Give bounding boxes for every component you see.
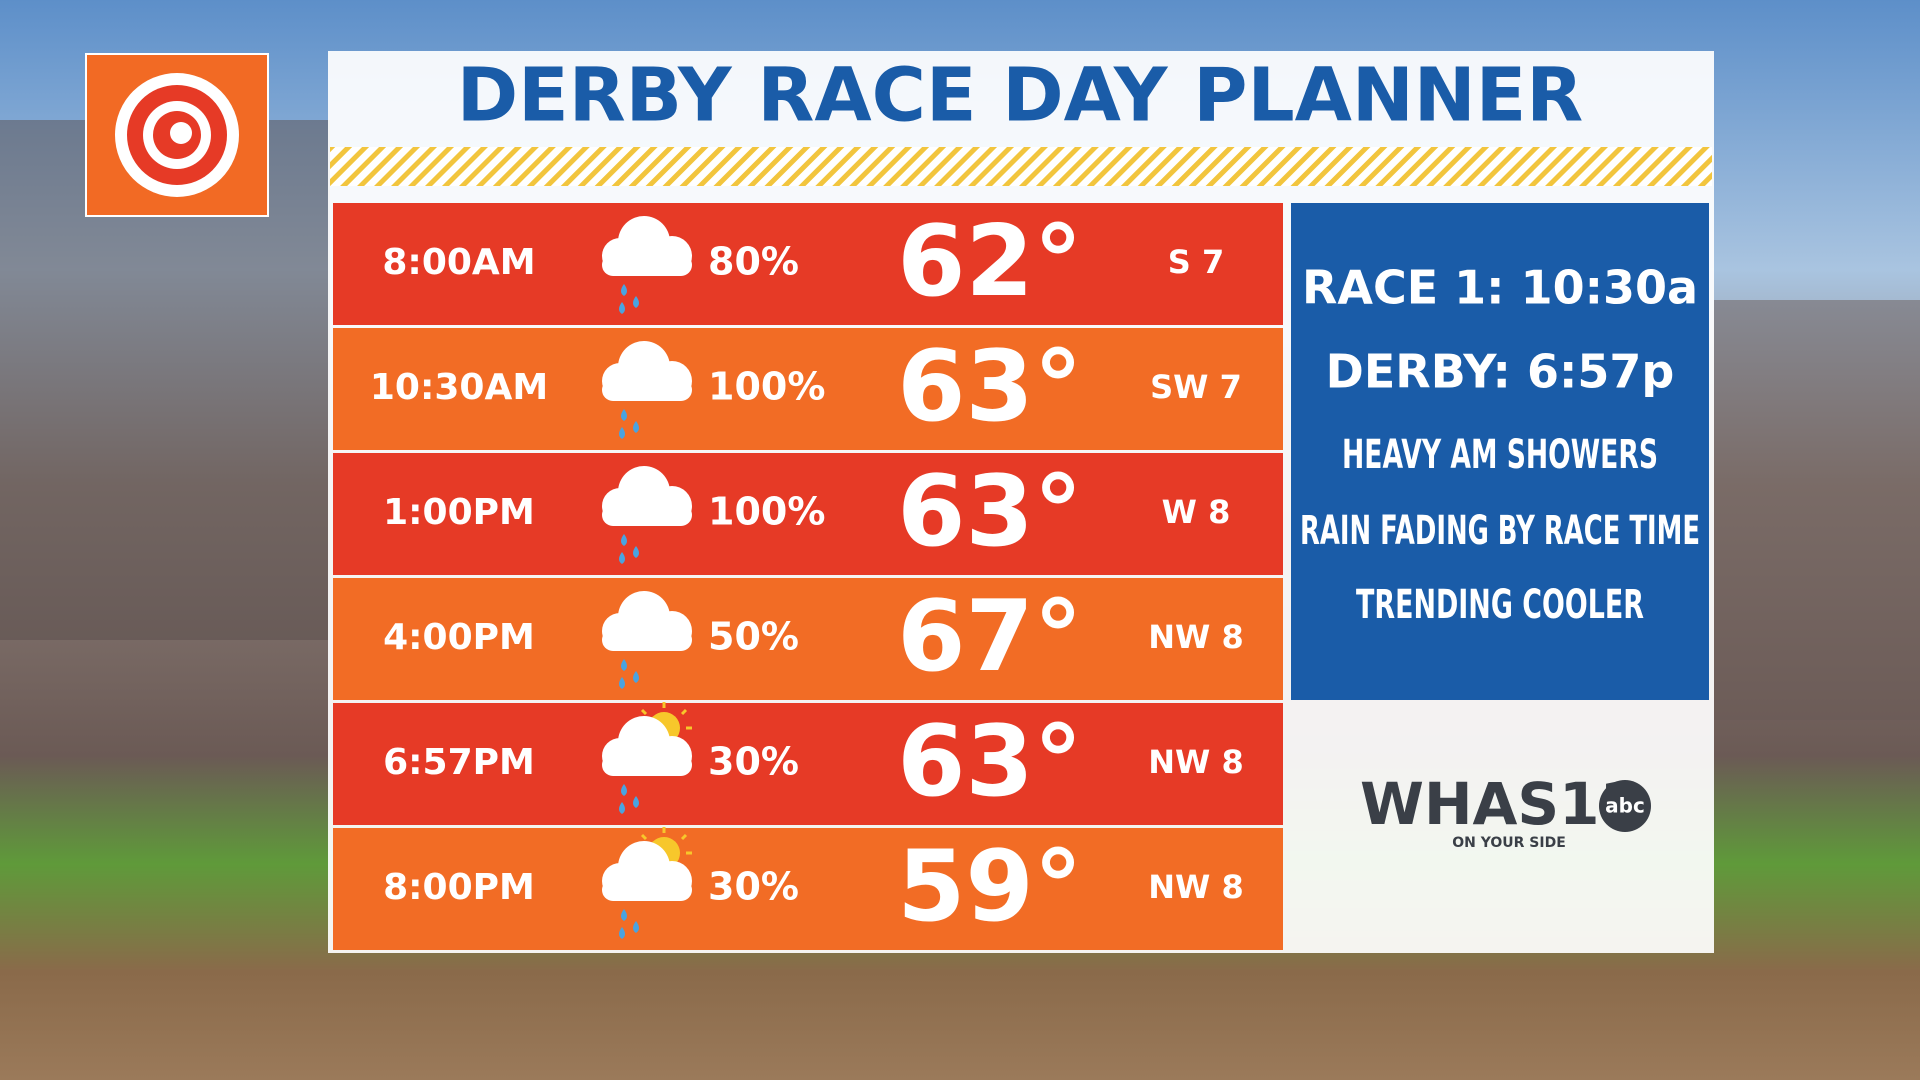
info-line: HEAVY AM SHOWERS: [1342, 432, 1658, 478]
precip-chance: 30%: [708, 865, 799, 909]
row-background: [333, 453, 1283, 575]
precip-chance: 100%: [708, 365, 825, 409]
time: 10:30AM: [370, 367, 548, 408]
info-line: TRENDING COOLER: [1356, 582, 1644, 628]
temperature: 63°: [897, 455, 1082, 569]
wind: S 7: [1168, 243, 1224, 281]
row-background: [333, 203, 1283, 325]
time: 6:57PM: [383, 742, 535, 783]
info-line: RACE 1: 10:30a: [1302, 261, 1698, 315]
time: 8:00PM: [383, 867, 535, 908]
rose-icon: [115, 73, 239, 197]
temperature: 63°: [897, 705, 1082, 819]
title-stripe: [330, 147, 1712, 186]
grandstand-right: [1714, 300, 1920, 720]
info-lines: RACE 1: 10:30a DERBY: 6:57p HEAVY AM SHOWE…: [1300, 261, 1700, 629]
time: 1:00PM: [383, 492, 535, 533]
time: 4:00PM: [383, 617, 535, 658]
precip-chance: 50%: [708, 615, 799, 659]
info-box: [1291, 203, 1709, 700]
precip-chance: 80%: [708, 240, 799, 284]
station-name: WHAS11: [1360, 770, 1640, 838]
time: 8:00AM: [382, 242, 535, 283]
wind: NW 8: [1148, 868, 1243, 906]
forecast-rows: 8:00AM 80% 62° S 7 10:30AM 100% 63° SW 7 1:00PM 1…: [333, 203, 1283, 950]
precip-chance: 100%: [708, 490, 825, 534]
wind: W 8: [1162, 493, 1231, 531]
network-name: abc: [1605, 794, 1645, 818]
wind: SW 7: [1150, 368, 1242, 406]
wind: NW 8: [1148, 618, 1243, 656]
temperature: 62°: [897, 205, 1082, 319]
tagline: ON YOUR SIDE: [1452, 835, 1566, 851]
row-background: [333, 328, 1283, 450]
title: DERBY RACE DAY PLANNER: [457, 53, 1584, 139]
temperature: 67°: [897, 580, 1082, 694]
info-line: RAIN FADING BY RACE TIME: [1300, 508, 1700, 554]
precip-chance: 30%: [708, 740, 799, 784]
temperature: 63°: [897, 330, 1082, 444]
row-background: [333, 828, 1283, 950]
wind: NW 8: [1148, 743, 1243, 781]
info-line: DERBY: 6:57p: [1326, 345, 1675, 399]
temperature: 59°: [897, 830, 1082, 944]
network-badge: [1599, 780, 1651, 832]
row-background: [333, 703, 1283, 825]
station-logo: WHAS11 abc ON YOUR SIDE: [1360, 770, 1651, 851]
row-background: [333, 578, 1283, 700]
